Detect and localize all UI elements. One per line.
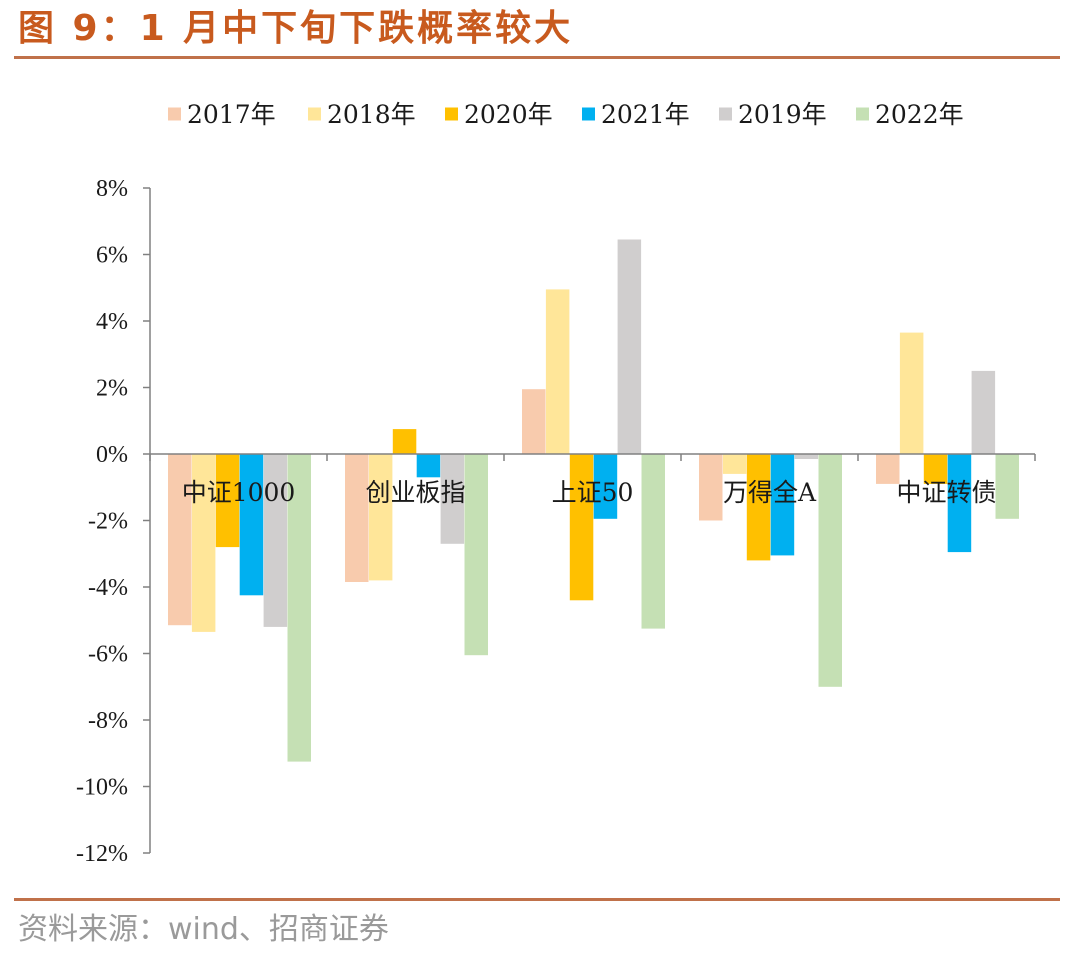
bar-2019年-中证转债 bbox=[971, 370, 996, 454]
legend-item: 2021年 bbox=[582, 100, 690, 129]
bar-2017年-万得全A bbox=[699, 454, 723, 521]
legend-label: 2018年 bbox=[327, 100, 416, 129]
legend-label: 2021年 bbox=[601, 100, 690, 129]
bar-2017年-创业板指 bbox=[345, 454, 369, 582]
bar-2017年-中证转债 bbox=[876, 454, 900, 484]
y-tick-label: -8% bbox=[88, 708, 128, 734]
legend-swatch bbox=[719, 107, 732, 121]
legend-item: 2019年 bbox=[719, 100, 827, 129]
category-label: 创业板指 bbox=[365, 478, 465, 507]
category-label: 万得全A bbox=[723, 478, 817, 507]
y-tick-label: 6% bbox=[96, 243, 128, 269]
bar-2020年-创业板指 bbox=[392, 429, 417, 454]
source-note: 资料来源：wind、招商证券 bbox=[18, 912, 389, 947]
category-labels: 中证1000 创业板指 上证50 万得全A 中证转债 bbox=[182, 478, 997, 507]
category-label: 上证50 bbox=[552, 478, 634, 507]
bar-2021年-中证1000 bbox=[239, 454, 264, 596]
category-label: 中证1000 bbox=[182, 478, 296, 507]
y-tick-label: 8% bbox=[96, 176, 128, 202]
legend-swatch bbox=[856, 107, 869, 121]
y-tick-label: 4% bbox=[96, 309, 128, 335]
y-tick-label: -10% bbox=[76, 775, 128, 801]
title-rule bbox=[14, 56, 1060, 59]
legend-item: 2017年 bbox=[168, 100, 276, 129]
legend-swatch bbox=[308, 107, 321, 121]
chart-legend: 2017年 2018年 2020年 2021年 2019年 2022年 bbox=[168, 100, 964, 129]
legend-swatch bbox=[445, 107, 458, 121]
legend-label: 2019年 bbox=[738, 100, 827, 129]
bar-2019年-中证1000 bbox=[263, 454, 288, 627]
bar-2022年-万得全A bbox=[818, 454, 842, 687]
bar-2022年-上证50 bbox=[641, 454, 665, 629]
bar-2022年-创业板指 bbox=[464, 454, 488, 656]
bar-2018年-上证50 bbox=[545, 289, 570, 454]
y-tick-label: 2% bbox=[96, 376, 128, 402]
bar-2017年-上证50 bbox=[522, 389, 546, 454]
category-label: 中证转债 bbox=[896, 478, 996, 507]
bar-2020年-上证50 bbox=[569, 454, 594, 601]
bar-2019年-万得全A bbox=[794, 454, 819, 459]
chart-axes: 8% 6% 4% 2% 0% -2% -4% -6% -8% -10% -12% bbox=[76, 176, 1036, 867]
y-tick-label: -4% bbox=[88, 575, 128, 601]
bar-2020年-中证转债 bbox=[923, 454, 948, 484]
bar-2017年-中证1000 bbox=[168, 454, 192, 626]
bar-2021年-中证转债 bbox=[947, 454, 972, 553]
legend-swatch bbox=[582, 107, 595, 121]
chart-bars bbox=[168, 239, 1019, 762]
bar-chart: 2017年 2018年 2020年 2021年 2019年 2022年 8% 6% 4% 2% 0… bbox=[76, 100, 1036, 867]
legend-label: 2022年 bbox=[875, 100, 964, 129]
bar-2019年-上证50 bbox=[617, 239, 642, 454]
figure-title: 图 9：1 月中下旬下跌概率较大 bbox=[18, 8, 574, 49]
legend-item: 2022年 bbox=[856, 100, 964, 129]
legend-label: 2020年 bbox=[464, 100, 553, 129]
bar-2020年-中证1000 bbox=[215, 454, 240, 548]
legend-label: 2017年 bbox=[187, 100, 276, 129]
bar-2019年-创业板指 bbox=[440, 454, 465, 544]
bar-2022年-中证转债 bbox=[995, 454, 1019, 519]
bar-2018年-中证1000 bbox=[191, 454, 216, 632]
bar-2018年-创业板指 bbox=[368, 454, 393, 581]
y-tick-label: -6% bbox=[88, 642, 128, 668]
bar-2022年-中证1000 bbox=[287, 454, 311, 762]
bar-2018年-万得全A bbox=[722, 454, 747, 474]
legend-item: 2018年 bbox=[308, 100, 416, 129]
legend-item: 2020年 bbox=[445, 100, 553, 129]
y-tick-label: -2% bbox=[88, 509, 128, 535]
bar-2020年-万得全A bbox=[746, 454, 771, 561]
legend-swatch bbox=[168, 107, 181, 121]
bar-2021年-上证50 bbox=[593, 454, 618, 519]
bar-2021年-万得全A bbox=[770, 454, 795, 556]
footer-rule bbox=[14, 898, 1060, 901]
y-tick-label: -12% bbox=[76, 841, 128, 867]
bar-2021年-创业板指 bbox=[416, 454, 441, 478]
bar-2018年-中证转债 bbox=[899, 332, 924, 454]
y-tick-label: 0% bbox=[96, 442, 128, 468]
